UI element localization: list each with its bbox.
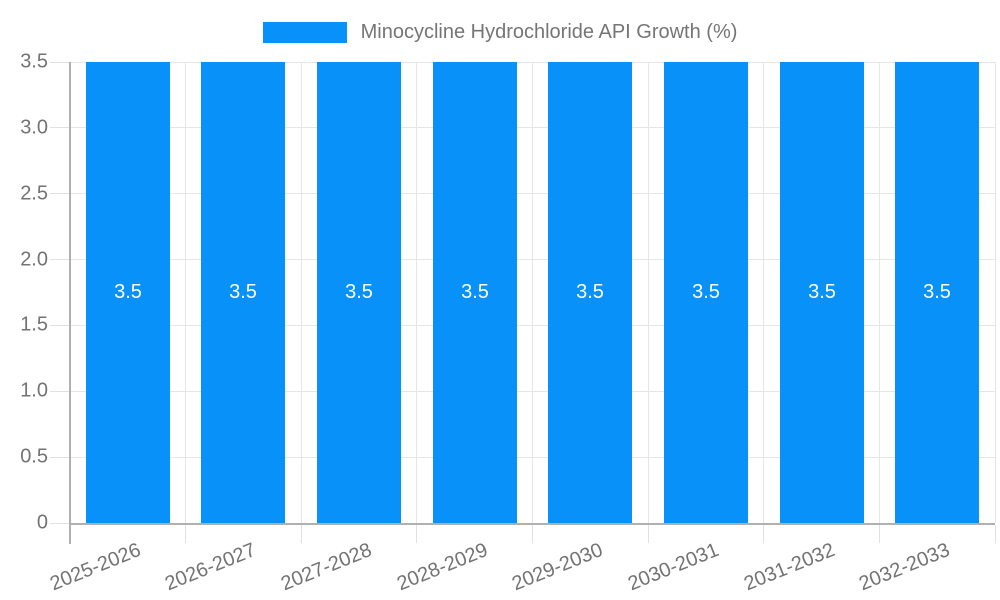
bar-value-label: 3.5 — [576, 281, 604, 303]
x-tick — [879, 525, 880, 543]
y-tick — [50, 62, 70, 63]
x-axis-label: 2025-2026 — [47, 539, 145, 596]
y-axis-label: 1.0 — [20, 379, 48, 402]
x-axis-label: 2028-2029 — [394, 539, 492, 596]
x-tick — [763, 525, 764, 543]
x-tick — [301, 525, 302, 543]
bar-value-label: 3.5 — [345, 281, 373, 303]
y-axis-label: 1.5 — [20, 313, 48, 336]
y-axis-label: 0.5 — [20, 445, 48, 468]
bar-value-label: 3.5 — [114, 281, 142, 303]
v-gridline — [995, 62, 996, 523]
y-tick — [50, 325, 70, 326]
v-gridline — [301, 62, 302, 523]
x-axis-label: 2029-2030 — [509, 539, 607, 596]
x-tick — [416, 525, 417, 543]
y-tick — [50, 127, 70, 128]
bar-2029-2030[interactable]: 3.5 — [548, 62, 632, 523]
y-axis-label: 2.0 — [20, 248, 48, 271]
x-axis-label: 2026-2027 — [162, 539, 260, 596]
bar-value-label: 3.5 — [808, 281, 836, 303]
y-tick — [50, 259, 70, 260]
y-tick — [50, 457, 70, 458]
x-axis-label: 2030-2031 — [625, 539, 723, 596]
bar-2027-2028[interactable]: 3.5 — [317, 62, 401, 523]
x-axis-line — [69, 523, 995, 525]
bar-2025-2026[interactable]: 3.5 — [86, 62, 170, 523]
x-tick — [185, 525, 186, 543]
y-axis-label: 3.5 — [20, 50, 48, 73]
x-tick — [995, 525, 996, 543]
y-tick — [50, 523, 70, 524]
y-axis-label: 3.0 — [20, 116, 48, 139]
x-tick — [648, 525, 649, 543]
v-gridline — [185, 62, 186, 523]
legend-swatch-icon — [262, 22, 347, 43]
x-axis-label: 2027-2028 — [278, 539, 376, 596]
v-gridline — [532, 62, 533, 523]
bar-2028-2029[interactable]: 3.5 — [433, 62, 517, 523]
v-gridline — [416, 62, 417, 523]
bar-value-label: 3.5 — [229, 281, 257, 303]
v-gridline — [648, 62, 649, 523]
v-gridline — [763, 62, 764, 523]
x-axis-label: 2031-2032 — [741, 539, 839, 596]
bar-2030-2031[interactable]: 3.5 — [664, 62, 748, 523]
bar-value-label: 3.5 — [923, 281, 951, 303]
x-tick — [532, 525, 533, 543]
legend-label: Minocycline Hydrochloride API Growth (%) — [360, 21, 738, 43]
y-tick — [50, 391, 70, 392]
v-gridline — [879, 62, 880, 523]
y-axis-line — [69, 62, 71, 544]
bar-value-label: 3.5 — [461, 281, 489, 303]
bar-value-label: 3.5 — [692, 281, 720, 303]
bar-2031-2032[interactable]: 3.5 — [780, 62, 864, 523]
y-axis-label: 0 — [36, 511, 48, 534]
bar-2026-2027[interactable]: 3.5 — [201, 62, 285, 523]
y-axis-label: 2.5 — [20, 182, 48, 205]
legend[interactable]: Minocycline Hydrochloride API Growth (%) — [0, 21, 1000, 44]
x-axis-label: 2032-2033 — [856, 539, 954, 596]
bar-2032-2033[interactable]: 3.5 — [895, 62, 979, 523]
y-tick — [50, 193, 70, 194]
